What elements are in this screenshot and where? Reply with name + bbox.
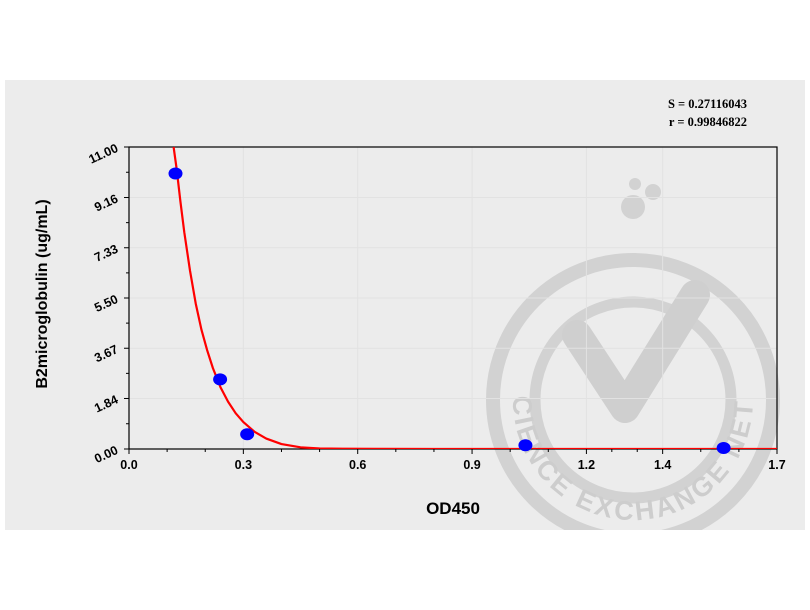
x-tick-label: 0.9 — [463, 458, 480, 472]
watermark-dot-large — [621, 195, 645, 219]
y-tick-label: 5.50 — [92, 292, 120, 315]
stat-r-value: r = 0.99846822 — [669, 115, 747, 129]
chart-panel: THE SCIENCE EXCHANGE NETWORK 0.00.30.60.… — [5, 80, 805, 530]
x-axis: 0.0 0.3 0.6 0.9 1.2 1.4 1.7 — [120, 449, 786, 472]
x-tick-label: 1.2 — [578, 458, 595, 472]
y-tick-label: 1.84 — [92, 393, 120, 416]
data-point — [168, 167, 183, 180]
x-tick-label: 1.7 — [768, 458, 785, 472]
data-point — [716, 442, 731, 454]
watermark-dot-medium — [645, 184, 661, 200]
watermark-outer-ring — [486, 253, 780, 530]
x-tick-label: 0.0 — [120, 458, 137, 472]
y-axis-title: B2microglobulin (ug/mL) — [34, 199, 51, 388]
watermark-dot-small — [629, 178, 641, 190]
x-tick-label: 0.3 — [235, 458, 252, 472]
y-tick-label: 0.00 — [92, 443, 120, 466]
x-axis-title: OD450 — [426, 499, 480, 518]
data-points-layer — [168, 167, 731, 454]
y-axis: 0.00 1.84 3.67 5.50 7.33 9.16 11.00 — [87, 141, 129, 466]
watermark-check-icon — [562, 280, 710, 423]
stat-s-value: S = 0.27116043 — [668, 97, 747, 111]
x-tick-label: 1.4 — [654, 458, 671, 472]
fit-curve-layer — [172, 146, 777, 449]
fit-curve-line — [172, 146, 777, 449]
watermark-inner-ring — [529, 296, 737, 504]
y-tick-label: 7.33 — [92, 242, 120, 265]
data-point — [518, 439, 533, 452]
x-tick-label: 0.6 — [349, 458, 366, 472]
y-tick-label: 3.67 — [92, 342, 120, 365]
y-tick-label: 9.16 — [92, 192, 120, 215]
data-point — [240, 428, 255, 441]
grid — [129, 147, 777, 449]
chart-svg: THE SCIENCE EXCHANGE NETWORK 0.00.30.60.… — [5, 80, 786, 530]
data-point — [213, 373, 228, 386]
y-tick-label: 11.00 — [87, 141, 121, 167]
